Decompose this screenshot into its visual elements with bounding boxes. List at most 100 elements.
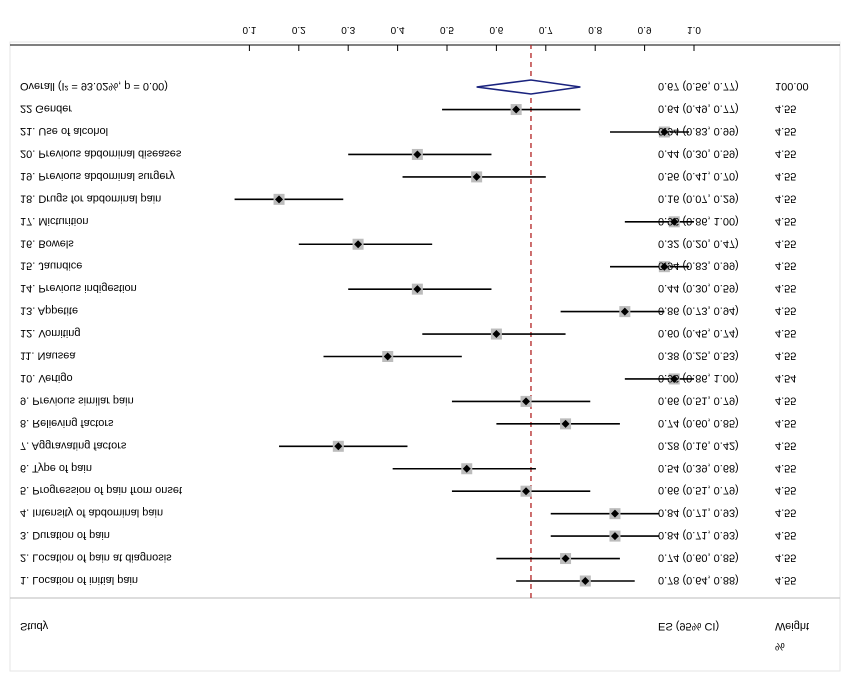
es-ci-text: 0.32 (0.20, 0.47) [658,237,739,249]
x-tick-label: 0.7 [539,24,553,35]
x-tick-label: 0.5 [440,24,454,35]
x-axis: 0.1 0.2 0.3 0.4 0.5 0.6 0.7 0.8 0.9 1.0 [10,24,840,598]
point-estimate [561,554,570,563]
weight-text: 4.55 [775,282,796,294]
study-label: 21. Use of alcohol [20,125,108,137]
point-estimate [610,532,619,541]
point-estimate [413,285,422,294]
study-row: 16. Bowels 0.32 (0.20, 0.47) 4.55 [20,237,796,250]
point-estimate [670,374,679,383]
study-label: 6. Type of pain [20,462,92,474]
study-label: 13. Appetite [20,305,78,317]
weight-text: 4.55 [775,103,796,115]
study-row: 22 Gender 0.64 (0.49, 0.77) 4.55 [20,103,796,116]
es-ci-text: 0.66 (0.51, 0.79) [658,394,739,406]
es-ci-text: 0.94 (0.83, 0.99) [658,125,739,137]
es-ci-text: 0.66 (0.51, 0.79) [658,484,739,496]
es-ci-text: 0.56 (0.41, 0.70) [658,170,739,182]
x-tick-label: 0.8 [588,24,602,35]
study-row: 12. Vomiting 0.60 (0.45, 0.74) 4.55 [20,327,796,340]
column-headers: Study ES (95% CI) Weight% [20,620,809,652]
es-ci-text: 0.96 (0.86, 1.00) [658,372,739,384]
study-label: 15. Jaundice [20,260,82,272]
study-row: 21. Use of alcohol 0.94 (0.83, 0.99) 4.55 [20,125,796,138]
weight-text: 4.55 [775,507,796,519]
overall-diamond [476,79,581,95]
study-row: 19. Previous abdominal surgery 0.56 (0.41… [20,170,796,183]
study-label: 18. Drugs for abdominal pain [20,192,161,204]
weight-text: 4.55 [775,484,796,496]
weight-text: 4.55 [775,350,796,362]
point-estimate [581,577,590,585]
es-ci-text: 0.28 (0.16, 0.42) [658,439,739,451]
x-tick-label: 0.6 [489,24,503,35]
weight-text: 4.55 [775,552,796,564]
study-label: 12. Vomiting [20,327,81,339]
es-ci-text: 0.84 (0.71, 0.93) [658,507,739,519]
point-estimate [492,330,501,339]
es-ci-text: 0.78 (0.64, 0.88) [658,574,739,586]
weight-text: 4.54 [775,372,796,384]
es-ci-text: 0.86 (0.73, 0.94) [658,305,739,317]
study-label: 1. Location of initial pain [20,574,138,586]
es-ci-text: 0.54 (0.39, 0.68) [658,462,739,474]
study-row: 5. Progression of pain from onset 0.66 (0… [20,484,796,497]
study-label: 17. Micturition [20,215,88,227]
weight-text: 4.55 [775,215,796,227]
es-ci-text: 0.64 (0.49, 0.77) [658,103,739,115]
point-estimate [334,442,343,451]
study-row: 15. Jaundice 0.94 (0.83, 0.99) 4.55 [20,260,796,273]
study-row: 11. Nausea 0.38 (0.25, 0.53) 4.55 [20,350,796,362]
study-label: 8. Relieving factors [20,417,114,429]
study-row: 4. Intensity of abdominal pain 0.84 (0.71… [20,507,796,520]
point-estimate [670,217,679,226]
study-label: 11. Nausea [20,350,76,362]
es-ci-text: 0.96 (0.86, 1.00) [658,215,739,227]
es-ci-text: 0.60 (0.45, 0.74) [658,327,739,339]
es-ci-text: 0.74 (0.60, 0.85) [658,417,739,429]
weight-text: 4.55 [775,125,796,137]
point-estimate [610,509,619,518]
study-row: 20. Previous abdominal diseases 0.44 (0.3… [20,147,796,160]
study-row: 18. Drugs for abdominal pain 0.16 (0.07, … [20,192,796,205]
point-estimate [472,172,481,181]
overall-es-text: 0.67 (0.56, 0.77) [658,80,739,92]
overall-row: Overall (I² = 93.02%, p = 0.00) 0.67 (0.5… [20,79,809,95]
x-tick-label: 0.9 [638,24,652,35]
weight-text: 4.55 [775,439,796,451]
study-row: 8. Relieving factors 0.74 (0.60, 0.85) 4.5… [20,417,796,430]
study-label: 16. Bowels [20,237,74,249]
point-estimate [275,195,284,204]
x-tick-label: 0.2 [292,24,306,35]
point-estimate [522,397,531,406]
study-row: 10. Vertigo 0.96 (0.86, 1.00) 4.54 [20,372,796,385]
weight-text: 4.55 [775,305,796,317]
weight-text: 4.55 [775,462,796,474]
study-row: 9. Previous similar pain 0.66 (0.51, 0.79… [20,394,796,407]
study-row: 6. Type of pain 0.54 (0.39, 0.68) 4.55 [20,462,796,475]
study-label: 2. Location of pain at diagnosis [20,552,172,564]
point-estimate [561,419,570,428]
point-estimate [660,262,669,271]
x-tick-label: 0.3 [341,24,355,35]
header-weight-unit: % [775,640,785,652]
weight-text: 4.55 [775,394,796,406]
es-ci-text: 0.44 (0.30, 0.59) [658,282,739,294]
study-row: 14. Previous indigestion 0.44 (0.30, 0.59… [20,282,796,295]
es-ci-text: 0.94 (0.83, 0.99) [658,260,739,272]
study-row: 1. Location of initial pain 0.78 (0.64, 0… [20,574,796,587]
study-rows: 1. Location of initial pain 0.78 (0.64, 0… [20,103,796,587]
point-estimate [383,352,392,361]
study-label: 3. Duration of pain [20,529,110,541]
point-estimate [660,128,669,136]
header-es: ES (95% CI) [658,620,719,632]
study-row: 7. Aggravating factors 0.28 (0.16, 0.42) 4… [20,439,796,452]
es-ci-text: 0.44 (0.30, 0.59) [658,147,739,159]
study-label: 5. Progression of pain from onset [20,484,182,496]
study-row: 13. Appetite 0.86 (0.73, 0.94) 4.55 [20,305,796,318]
weight-text: 4.55 [775,147,796,159]
study-label: 7. Aggravating factors [20,439,127,451]
study-label: 10. Vertigo [20,372,73,384]
